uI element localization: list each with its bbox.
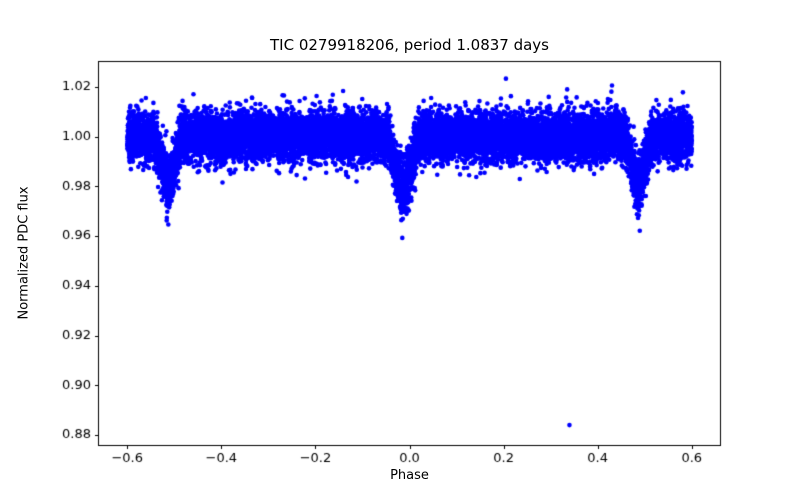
x-axis-label: Phase [390,468,429,483]
plot-title: TIC 0279918206, period 1.0837 days [269,36,549,54]
y-axis-label: Normalized PDC flux [16,186,32,320]
